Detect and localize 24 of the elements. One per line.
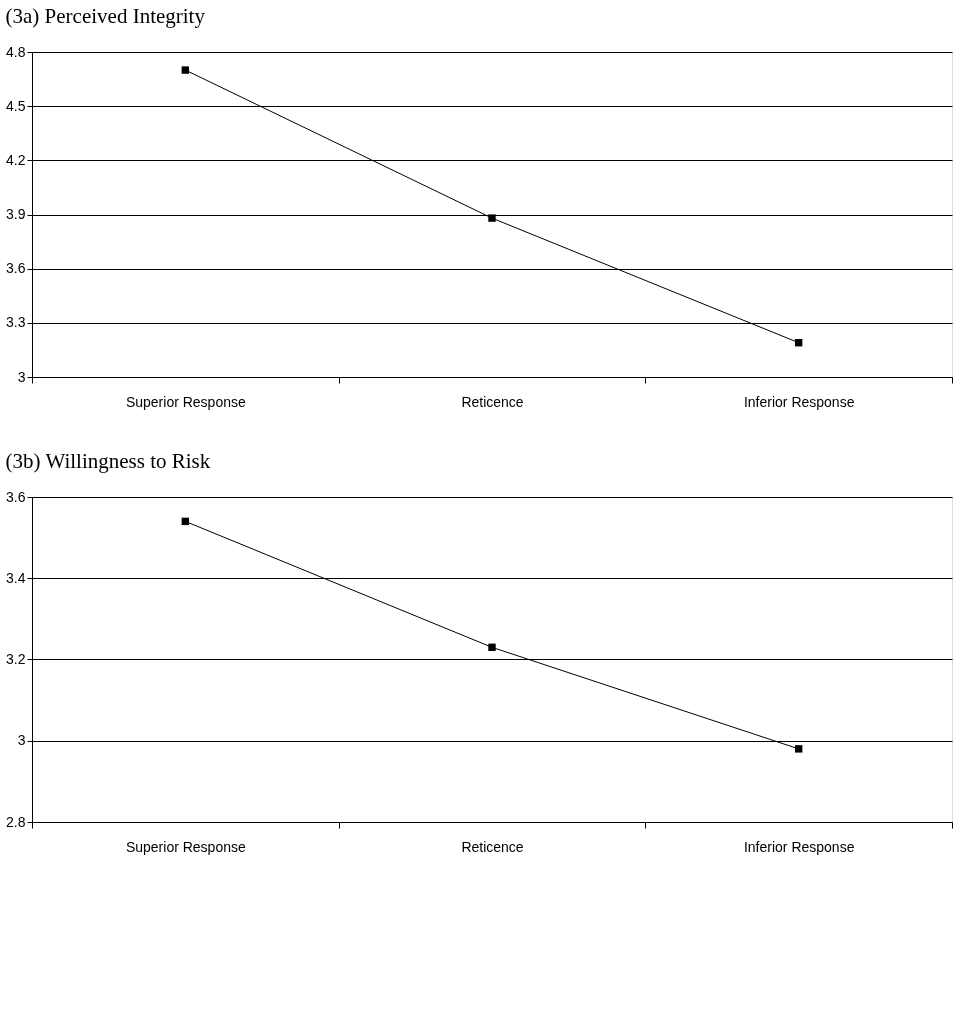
point — [794, 745, 803, 753]
x-tick-label: Reticence — [461, 393, 524, 410]
y-tick-label: 3.2 — [6, 651, 26, 667]
x-tick-label: Inferior Response — [743, 838, 855, 855]
y-tick-label: 3.4 — [6, 569, 26, 586]
y-tick-label: 3 — [17, 732, 26, 749]
x-tick-label: Reticence — [461, 838, 524, 855]
y-tick-label: 3.6 — [6, 260, 26, 277]
y-tick-label: 3.3 — [6, 314, 26, 331]
point — [488, 643, 496, 652]
point — [181, 66, 190, 74]
x-tick-label: Superior Response — [125, 393, 246, 410]
chart-title: (3a) Perceived Integrity — [5, 4, 206, 28]
chart-title: (3b) Willingness to Risk — [5, 449, 211, 473]
y-tick-label: 4.8 — [6, 43, 26, 60]
y-tick-label: 3.6 — [6, 488, 26, 505]
point — [488, 214, 496, 222]
x-tick-label: Superior Response — [125, 838, 246, 855]
y-tick-label: 3 — [17, 368, 26, 385]
x-tick-label: Inferior Response — [743, 393, 855, 410]
y-tick-label: 4.2 — [6, 151, 26, 168]
y-tick-label: 2.8 — [6, 813, 26, 830]
y-tick-label: 3.9 — [6, 206, 26, 222]
y-tick-label: 4.5 — [6, 97, 26, 114]
